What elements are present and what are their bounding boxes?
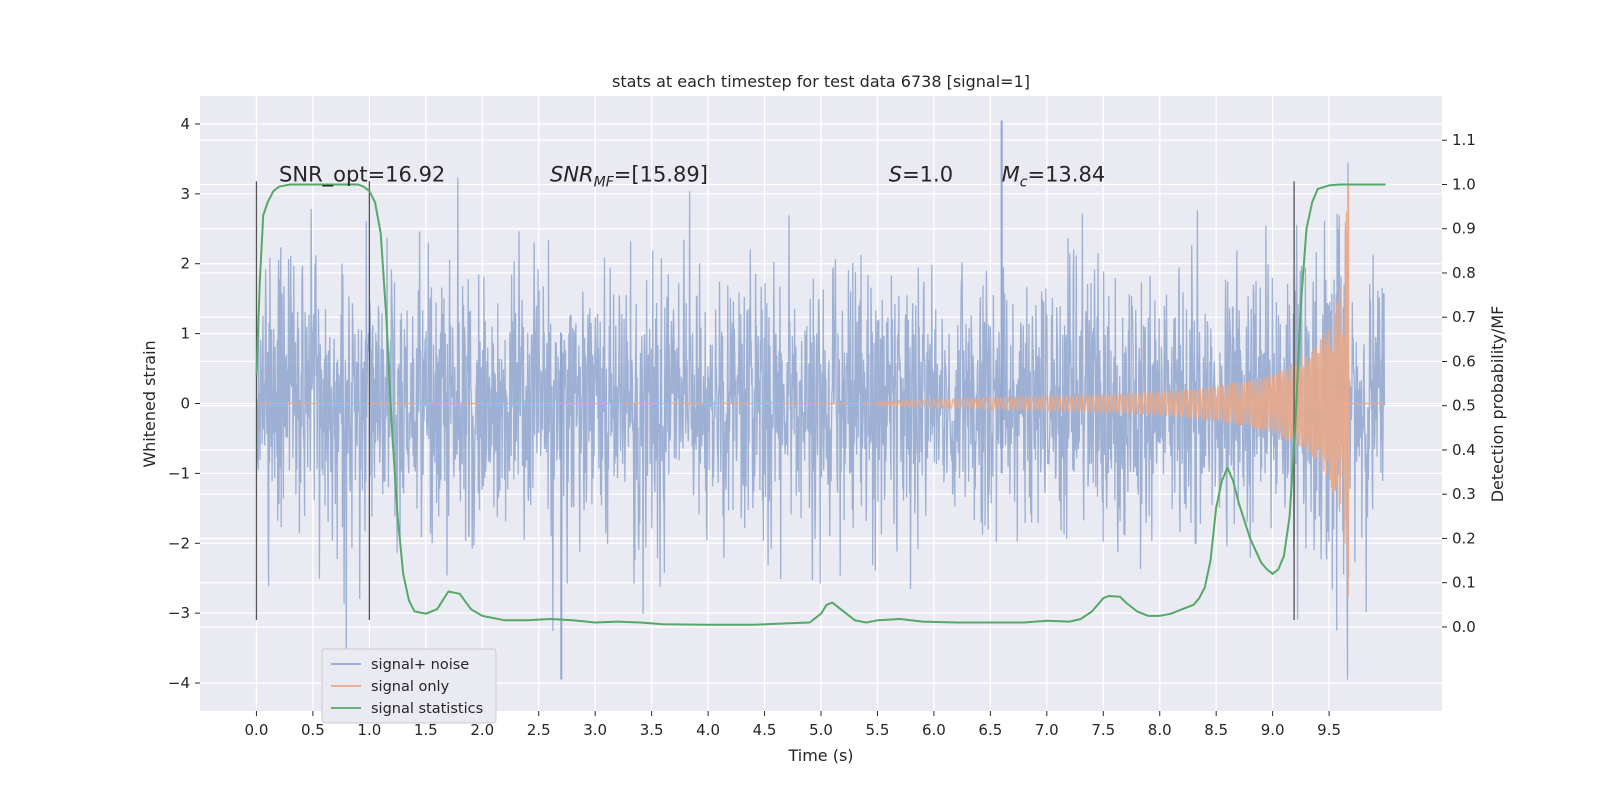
annotation-2: S=1.0: [889, 162, 953, 186]
x-tick-label: 8.0: [1148, 721, 1172, 739]
x-tick-label: 6.5: [978, 721, 1002, 739]
annotation-3: Mc=13.84: [1002, 162, 1106, 190]
x-tick-label: 7.0: [1035, 721, 1059, 739]
y2-tick-label: 1.1: [1452, 131, 1476, 149]
y-tick-label: −4: [168, 674, 190, 692]
y-tick-label: −1: [168, 464, 190, 482]
x-tick-label: 7.5: [1091, 721, 1115, 739]
x-tick-label: 5.5: [866, 721, 890, 739]
y2-axis-label: Detection probability/MF: [1488, 306, 1507, 503]
y2-tick-label: 0.6: [1452, 352, 1476, 370]
y-axis-ticks: 4 3 2 1 0 −1 −2 −3 −4: [168, 115, 200, 692]
x-tick-label: 0.0: [245, 721, 269, 739]
y-tick-label: 1: [180, 325, 190, 343]
x-tick-label: 4.5: [753, 721, 777, 739]
signal-statistics-line: [255, 183, 1386, 626]
series-signal-noise: [255, 120, 1386, 680]
x-tick-label: 4.0: [696, 721, 720, 739]
legend-label-signal-only: signal only: [371, 679, 450, 695]
y2-axis-ticks: 1.1 1.0 0.9 0.8 0.7 0.6 0.5 0.4 0.3 0.2 0.1 0.0: [1442, 131, 1476, 636]
y2-tick-label: 0.3: [1452, 485, 1476, 503]
y-axis-label: Whitened strain: [140, 340, 159, 467]
legend-label-signal-noise: signal+ noise: [371, 657, 469, 673]
y2-tick-label: 0.4: [1452, 441, 1476, 459]
series-signal-only: [256, 183, 1386, 597]
y2-tick-label: 0.8: [1452, 264, 1476, 282]
legend-label-signal-statistics: signal statistics: [371, 701, 483, 717]
x-tick-label: 1.5: [414, 721, 438, 739]
signal-only-line: [256, 211, 1386, 597]
x-tick-label: 0.5: [301, 721, 325, 739]
x-tick-label: 2.5: [527, 721, 551, 739]
annotation-1: SNRMF=[15.89]: [550, 162, 708, 190]
x-tick-label: 9.5: [1317, 721, 1341, 739]
annotations: SNR_opt=16.92 SNRMF=[15.89] S=1.0 Mc=13.84: [279, 162, 1105, 190]
x-tick-label: 2.0: [470, 721, 494, 739]
x-tick-label: 1.0: [357, 721, 381, 739]
y-tick-label: −3: [168, 604, 190, 622]
y2-tick-label: 0.5: [1452, 397, 1476, 415]
y2-tick-label: 1.0: [1452, 175, 1476, 193]
x-tick-label: 9.0: [1261, 721, 1285, 739]
vertical-marker-lines: [255, 181, 1295, 621]
y2-tick-label: 0.9: [1452, 220, 1476, 238]
noise-line: [255, 162, 1386, 680]
y2-tick-label: 0.7: [1452, 308, 1476, 326]
y2-tick-label: 0.2: [1452, 529, 1476, 547]
y-tick-label: 2: [180, 255, 190, 273]
x-tick-label: 6.0: [922, 721, 946, 739]
annotation-0: SNR_opt=16.92: [279, 162, 445, 187]
y-tick-label: 0: [180, 395, 190, 413]
legend-box: [321, 648, 497, 724]
series-signal-statistics: [255, 183, 1386, 626]
y2-tick-label: 0.0: [1452, 618, 1476, 636]
x-axis-label: Time (s): [787, 746, 853, 765]
x-tick-label: 3.5: [640, 721, 664, 739]
y-tick-label: 4: [180, 115, 190, 133]
y2-tick-label: 0.1: [1452, 574, 1476, 592]
y-tick-label: 3: [180, 185, 190, 203]
x-tick-label: 3.0: [583, 721, 607, 739]
chart-title: stats at each timestep for test data 673…: [612, 72, 1030, 91]
x-axis-ticks: 0.0 0.5 1.0 1.5 2.0 2.5 3.0 3.5 4.0 4.5 5.0 5.5 6.0 6…: [245, 711, 1341, 739]
legend: signal+ noise signal only signal statist…: [321, 648, 497, 724]
y-tick-label: −2: [168, 534, 190, 552]
x-tick-label: 5.0: [809, 721, 833, 739]
x-tick-label: 8.5: [1204, 721, 1228, 739]
